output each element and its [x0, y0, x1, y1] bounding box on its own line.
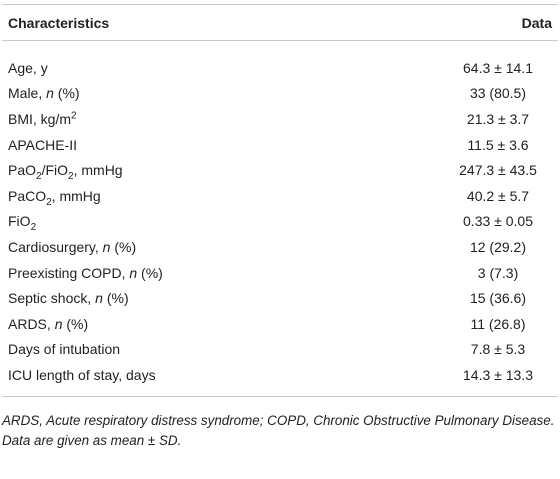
cell-text: 0.33 ± 0.05 — [463, 213, 533, 230]
table-row: Male, n (%) 33 (80.5) — [2, 81, 558, 107]
cell-text-italic: n — [54, 315, 63, 332]
cell-text: 15 (36.6) — [469, 290, 527, 307]
row-value: 247.3 ± 43.5 — [438, 157, 558, 183]
row-value: 14.3 ± 13.3 — [438, 362, 558, 397]
cell-text-italic: n — [102, 238, 111, 255]
footnote: Data are given as mean ± SD. — [2, 432, 182, 448]
cell-text: ICU length of stay, days — [8, 366, 156, 383]
header-cell: Characteristics — [2, 4, 438, 41]
row-value: 40.2 ± 5.7 — [438, 183, 558, 209]
table-row: Preexisting COPD, n (%) 3 (7.3) — [2, 260, 558, 286]
cell-text: Age, y — [8, 59, 48, 76]
row-label: PaCO2, mmHg — [2, 183, 438, 209]
row-label: APACHE-II — [2, 132, 438, 158]
cell-text-italic: n — [129, 264, 138, 281]
table-row: PaCO2, mmHg 40.2 ± 5.7 — [2, 183, 558, 209]
cell-text: Cardiosurgery, — [8, 238, 103, 255]
row-value: 33 (80.5) — [438, 81, 558, 107]
cell-text-italic: n — [95, 290, 103, 307]
row-label: FiO2 — [2, 209, 438, 235]
header-row: Characteristics Data — [2, 4, 558, 41]
row-label: ICU length of stay, days — [2, 362, 438, 397]
cell-text: 14.3 ± 13.3 — [463, 366, 533, 383]
row-value: 64.3 ± 14.1 — [438, 41, 558, 81]
row-value: 12 (29.2) — [438, 234, 558, 260]
row-value: 15 (36.6) — [438, 285, 558, 311]
cell-text: /FiO — [41, 162, 69, 179]
table-row: Septic shock, n (%) 15 (36.6) — [2, 285, 558, 311]
cell-text: (%) — [110, 238, 137, 255]
table-container: Characteristics Data Age, y 64.3 ± 14.1 Ma… — [2, 4, 558, 451]
cell-text: 247.3 ± 43.5 — [459, 162, 537, 179]
cell-text: Preexisting COPD, — [8, 264, 130, 281]
cell-text: 21.3 ± 3.7 — [466, 110, 530, 127]
cell-text: 12 (29.2) — [469, 238, 527, 255]
cell-text-italic: n — [46, 85, 54, 102]
cell-text: BMI, kg/m — [8, 110, 72, 127]
cell-text-sub: 2 — [46, 196, 52, 208]
row-label: Preexisting COPD, n (%) — [2, 260, 438, 286]
row-value: 3 (7.3) — [438, 260, 558, 286]
row-label: Cardiosurgery, n (%) — [2, 234, 438, 260]
table-body: Age, y 64.3 ± 14.1 Male, n (%) 33 (80.5) BMI… — [2, 41, 558, 397]
cell-text: ARDS, — [8, 315, 55, 332]
row-label: Male, n (%) — [2, 81, 438, 107]
cell-text: 33 (80.5) — [469, 85, 527, 102]
row-value: 0.33 ± 0.05 — [438, 209, 558, 235]
row-value: 11 (26.8) — [438, 311, 558, 337]
cell-text: APACHE-II — [8, 136, 77, 153]
cell-text: 7.8 ± 5.3 — [470, 341, 526, 358]
row-label: ARDS, n (%) — [2, 311, 438, 337]
row-label: Days of intubation — [2, 337, 438, 363]
cell-text: PaCO — [8, 187, 47, 204]
footnote: ARDS, Acute respiratory distress syndrom… — [2, 412, 555, 428]
cell-text: (%) — [53, 85, 80, 102]
table-row: ICU length of stay, days 14.3 ± 13.3 — [2, 362, 558, 397]
table-row: PaO2/FiO2, mmHg 247.3 ± 43.5 — [2, 157, 558, 183]
cell-text: Male, — [8, 85, 47, 102]
cell-text: PaO — [8, 162, 37, 179]
cell-text: 40.2 ± 5.7 — [466, 187, 530, 204]
cell-text-sub: 2 — [68, 170, 74, 182]
cell-text: , mmHg — [73, 162, 123, 179]
table-row: APACHE-II 11.5 ± 3.6 — [2, 132, 558, 158]
header-cell: Data — [438, 4, 558, 41]
cell-text: 11 (26.8) — [470, 315, 526, 332]
cell-text-sup: 2 — [71, 110, 77, 122]
cell-text: 64.3 ± 14.1 — [463, 59, 533, 76]
table-header: Characteristics Data — [2, 4, 558, 41]
cell-text: 3 (7.3) — [477, 264, 519, 281]
table: Characteristics Data Age, y 64.3 ± 14.1 Ma… — [2, 4, 558, 397]
table-row: BMI, kg/m2 21.3 ± 3.7 — [2, 106, 558, 132]
row-label: PaO2/FiO2, mmHg — [2, 157, 438, 183]
table-row: FiO2 0.33 ± 0.05 — [2, 209, 558, 235]
row-label: Age, y — [2, 41, 438, 81]
cell-text: (%) — [62, 315, 89, 332]
table-row: ARDS, n (%) 11 (26.8) — [2, 311, 558, 337]
footnotes: ARDS, Acute respiratory distress syndrom… — [2, 411, 558, 451]
cell-text: FiO — [8, 213, 31, 230]
table-row: Days of intubation 7.8 ± 5.3 — [2, 337, 558, 363]
cell-text: Septic shock, — [8, 290, 96, 307]
table-row: Age, y 64.3 ± 14.1 — [2, 41, 558, 81]
cell-text: Days of intubation — [8, 341, 121, 358]
cell-text: , mmHg — [51, 187, 101, 204]
cell-text: (%) — [137, 264, 163, 281]
cell-text: (%) — [102, 290, 129, 307]
cell-text-sub: 2 — [36, 170, 42, 182]
row-value: 21.3 ± 3.7 — [438, 106, 558, 132]
table-row: Cardiosurgery, n (%) 12 (29.2) — [2, 234, 558, 260]
row-value: 7.8 ± 5.3 — [438, 337, 558, 363]
row-label: Septic shock, n (%) — [2, 285, 438, 311]
cell-text: 11.5 ± 3.6 — [467, 136, 529, 153]
cell-text-sub: 2 — [30, 222, 37, 234]
row-label: BMI, kg/m2 — [2, 106, 438, 132]
page: Characteristics Data Age, y 64.3 ± 14.1 Ma… — [0, 4, 560, 479]
row-value: 11.5 ± 3.6 — [438, 132, 558, 158]
